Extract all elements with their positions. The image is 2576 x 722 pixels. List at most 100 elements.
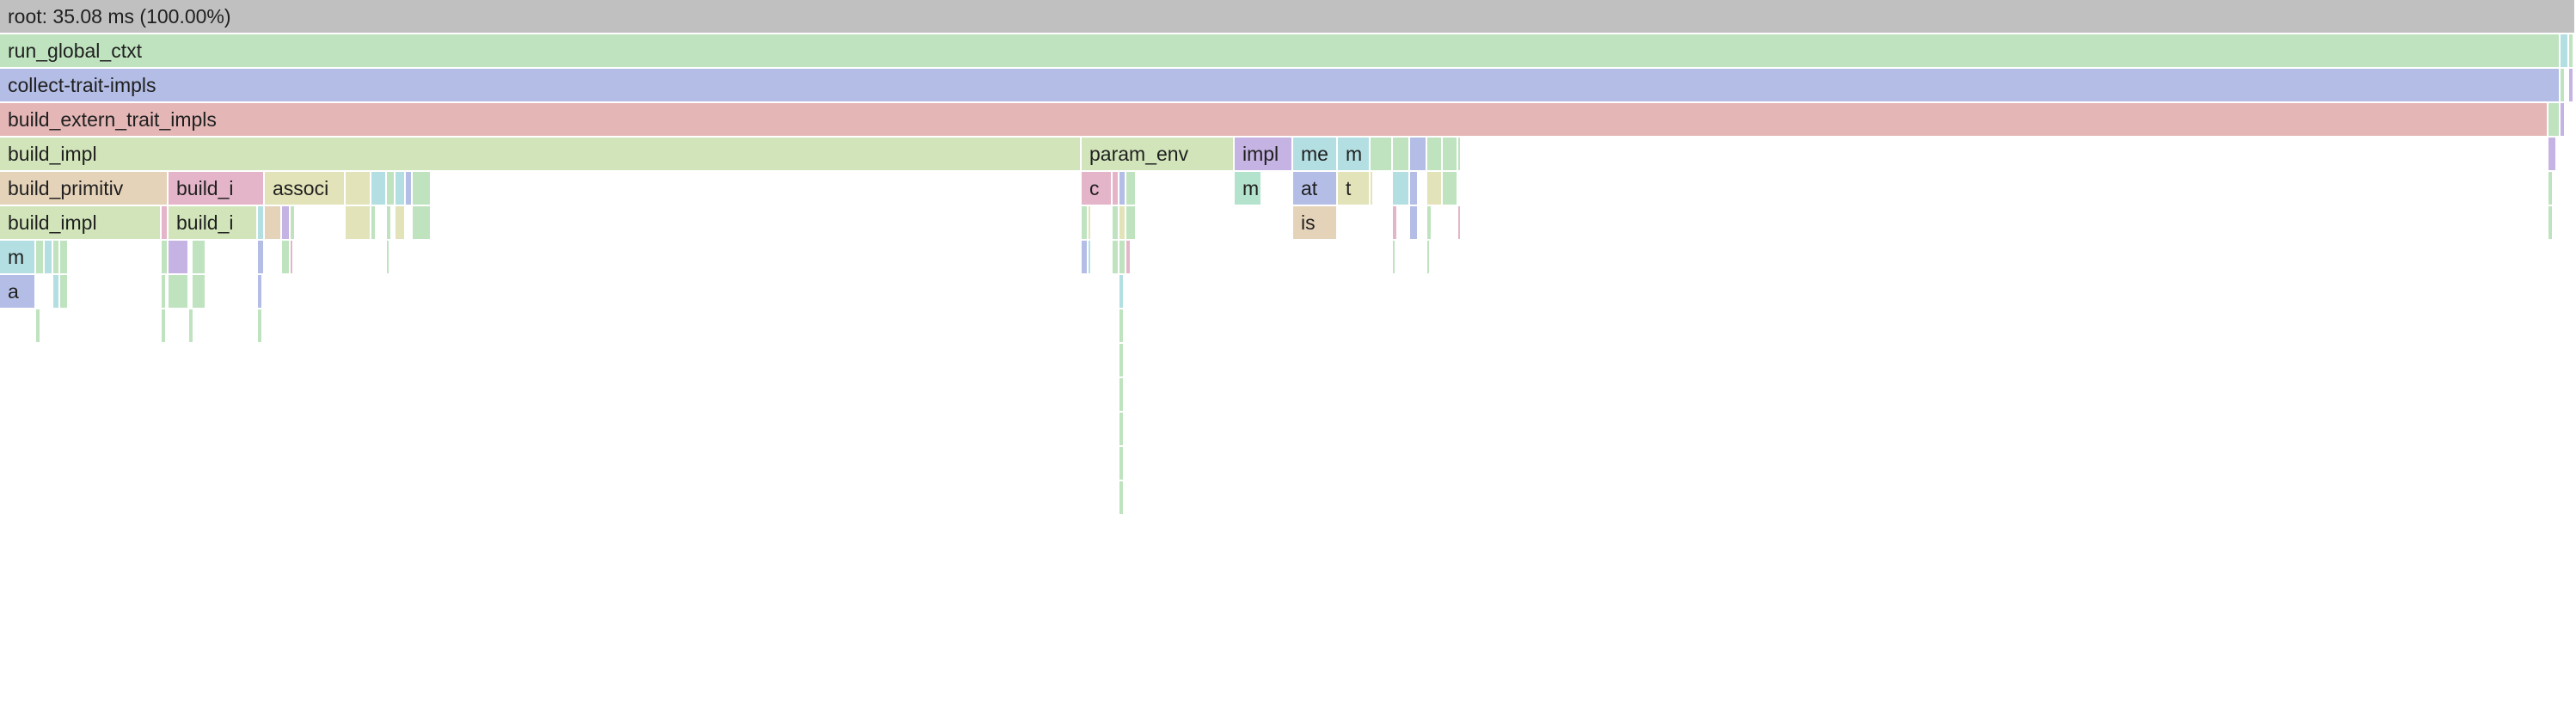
frame-minor[interactable] — [1082, 241, 1089, 273]
frame-minor[interactable] — [387, 206, 392, 239]
frame-minor[interactable] — [1371, 172, 1374, 205]
frame-minor[interactable] — [282, 206, 291, 239]
frame-minor[interactable] — [371, 172, 387, 205]
frame-minor[interactable] — [36, 309, 41, 342]
frame-minor[interactable] — [258, 309, 263, 342]
frame-c[interactable]: c — [1082, 172, 1113, 205]
frame-minor[interactable] — [291, 206, 296, 239]
frame-minor[interactable] — [193, 241, 206, 273]
frame-minor[interactable] — [169, 275, 189, 308]
frame-minor[interactable] — [162, 241, 169, 273]
frame-minor[interactable] — [1427, 138, 1443, 170]
frame-minor[interactable] — [1443, 172, 1458, 205]
frame-minor[interactable] — [1458, 206, 1462, 239]
frame-minor[interactable] — [2548, 206, 2554, 239]
frame-minor[interactable] — [1119, 206, 1126, 239]
frame-m[interactable]: m — [1338, 138, 1371, 170]
frame-minor[interactable] — [371, 206, 377, 239]
frame-minor[interactable] — [413, 172, 432, 205]
frame-minor[interactable] — [1119, 172, 1126, 205]
frame-minor[interactable] — [2569, 34, 2574, 67]
frame-minor[interactable] — [346, 206, 371, 239]
frame-minor[interactable] — [162, 206, 169, 239]
frame-m-cyan[interactable]: m — [0, 241, 36, 273]
frame-minor[interactable] — [258, 275, 263, 308]
frame-minor[interactable] — [45, 241, 53, 273]
frame-minor[interactable] — [1089, 206, 1092, 239]
frame-run-global-ctxt[interactable]: run_global_ctxt — [0, 34, 2561, 67]
frame-minor[interactable] — [169, 241, 189, 273]
frame-minor[interactable] — [1371, 138, 1393, 170]
frame-minor[interactable] — [291, 241, 294, 273]
frame-m-mint[interactable]: m — [1235, 172, 1262, 205]
frame-minor[interactable] — [36, 241, 45, 273]
frame-minor[interactable] — [1427, 206, 1432, 239]
frame-minor[interactable] — [1119, 309, 1125, 342]
frame-minor[interactable] — [346, 172, 371, 205]
frame-minor[interactable] — [2548, 138, 2557, 170]
frame-minor[interactable] — [53, 241, 60, 273]
frame-minor[interactable] — [1126, 172, 1137, 205]
frame-minor[interactable] — [1113, 172, 1119, 205]
frame-t[interactable]: t — [1338, 172, 1371, 205]
frame-minor[interactable] — [406, 172, 413, 205]
frame-minor[interactable] — [1393, 206, 1398, 239]
frame-minor[interactable] — [60, 275, 69, 308]
frame-minor[interactable] — [1119, 481, 1125, 514]
frame-minor[interactable] — [1119, 241, 1126, 273]
frame-build-i[interactable]: build_i — [169, 206, 258, 239]
frame-minor[interactable] — [1427, 241, 1431, 273]
frame-minor[interactable] — [1443, 138, 1458, 170]
frame-impl[interactable]: impl — [1235, 138, 1293, 170]
frame-minor[interactable] — [1458, 138, 1462, 170]
frame-collect-trait-impls[interactable]: collect-trait-impls — [0, 69, 2561, 101]
frame-minor[interactable] — [258, 206, 265, 239]
frame-minor[interactable] — [258, 241, 265, 273]
frame-minor[interactable] — [396, 206, 406, 239]
frame-minor[interactable] — [282, 241, 291, 273]
frame-minor[interactable] — [1119, 275, 1125, 308]
frame-minor[interactable] — [162, 275, 167, 308]
frame-minor[interactable] — [1393, 172, 1410, 205]
frame-minor[interactable] — [2548, 172, 2554, 205]
frame-minor[interactable] — [413, 206, 432, 239]
frame-minor[interactable] — [1393, 241, 1396, 273]
frame-minor[interactable] — [1126, 206, 1137, 239]
frame-build-impl[interactable]: build_impl — [0, 138, 1082, 170]
frame-minor[interactable] — [2561, 69, 2566, 101]
frame-root[interactable]: root: 35.08 ms (100.00%) — [0, 0, 2576, 33]
frame-minor[interactable] — [1113, 241, 1119, 273]
frame-minor[interactable] — [2569, 69, 2574, 101]
frame-minor[interactable] — [387, 241, 390, 273]
frame-build-impl[interactable]: build_impl — [0, 206, 162, 239]
frame-a[interactable]: a — [0, 275, 36, 308]
frame-minor[interactable] — [1427, 172, 1443, 205]
frame-is[interactable]: is — [1293, 206, 1338, 239]
frame-minor[interactable] — [53, 275, 60, 308]
frame-build-extern-trait-impls[interactable]: build_extern_trait_impls — [0, 103, 2548, 136]
frame-minor[interactable] — [1119, 378, 1125, 411]
frame-minor[interactable] — [2548, 103, 2561, 136]
frame-minor[interactable] — [1119, 447, 1125, 480]
frame-associ[interactable]: associ — [265, 172, 346, 205]
frame-minor[interactable] — [387, 172, 396, 205]
frame-build-i[interactable]: build_i — [169, 172, 265, 205]
frame-minor[interactable] — [396, 172, 406, 205]
frame-minor[interactable] — [265, 206, 282, 239]
frame-minor[interactable] — [1113, 206, 1119, 239]
frame-minor[interactable] — [1410, 172, 1419, 205]
frame-minor[interactable] — [193, 275, 206, 308]
frame-minor[interactable] — [1119, 344, 1125, 376]
frame-minor[interactable] — [2561, 34, 2569, 67]
frame-minor[interactable] — [1410, 206, 1419, 239]
frame-param-env[interactable]: param_env — [1082, 138, 1235, 170]
frame-minor[interactable] — [1119, 413, 1125, 445]
frame-minor[interactable] — [60, 241, 69, 273]
frame-minor[interactable] — [1393, 138, 1410, 170]
frame-me[interactable]: me — [1293, 138, 1338, 170]
frame-minor[interactable] — [189, 309, 194, 342]
frame-minor[interactable] — [1126, 241, 1132, 273]
frame-build-primitiv[interactable]: build_primitiv — [0, 172, 169, 205]
frame-minor[interactable] — [1410, 138, 1427, 170]
frame-minor[interactable] — [1082, 206, 1089, 239]
